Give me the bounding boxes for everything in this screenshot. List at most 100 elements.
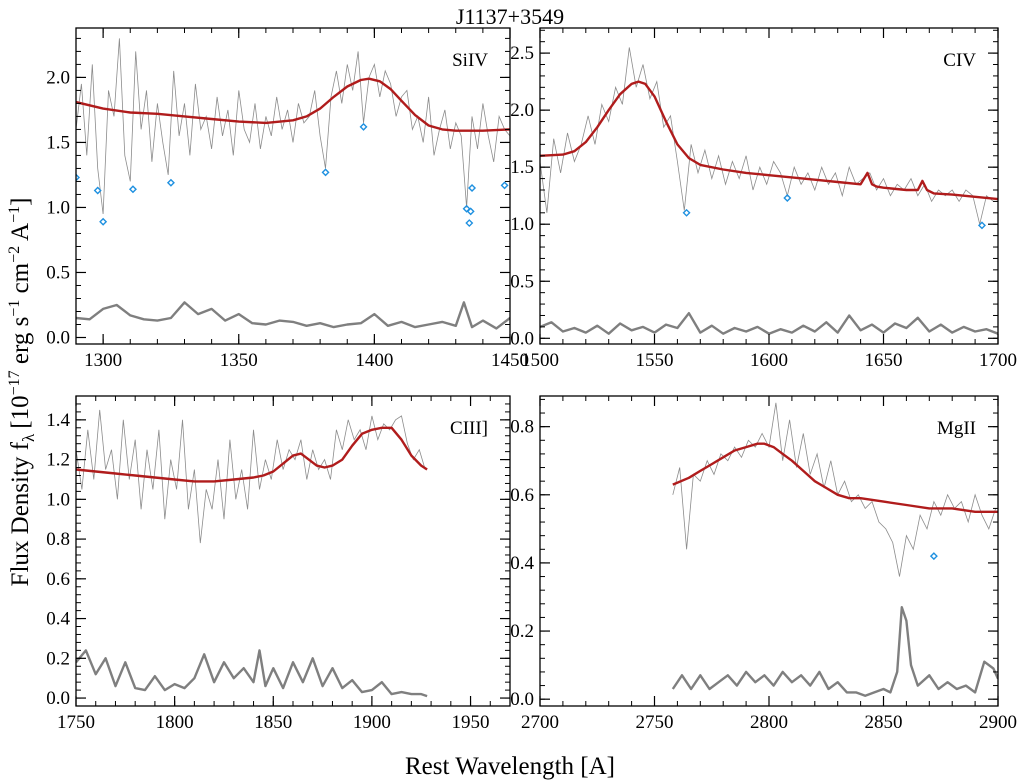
x-tick-label: 1850	[254, 712, 292, 733]
y-axis-title-exp4: −1	[6, 206, 23, 223]
masked-point	[359, 122, 368, 131]
panel-siiv: 1300 1350 1400 1450 0.0 0.5 1.0 1.5 2.0 SiIV	[46, 27, 529, 371]
y-axis-title-sub: λ	[19, 433, 38, 442]
y-tick-label: 0.0	[46, 327, 70, 348]
masked-point	[783, 193, 792, 202]
y-tick-label: 0.6	[46, 569, 70, 590]
panel-frame	[539, 395, 999, 707]
y-tick-label: 0.0	[46, 688, 70, 709]
y-tick-label: 0.8	[510, 417, 534, 438]
spectrum-line	[76, 409, 426, 544]
x-tick-label: 1400	[355, 350, 393, 371]
masked-point	[76, 173, 80, 182]
panel-line-label: SiIV	[452, 50, 488, 71]
x-tick-label: 1500	[521, 350, 559, 371]
y-tick-label: 1.0	[46, 197, 70, 218]
y-tick-label: 1.5	[510, 157, 534, 178]
y-tick-label: 2.0	[510, 100, 534, 121]
y-tick-label: 0.5	[510, 271, 534, 292]
panel-civ: 1500 1550 1600 1650 1700 0.0 0.5 1.0 1.5 2.0 2.5 CI…	[510, 27, 1017, 371]
masked-point	[93, 186, 102, 195]
x-axis-title: Rest Wavelength [A]	[405, 753, 615, 780]
panel-frame	[75, 27, 511, 345]
error-line	[671, 606, 998, 697]
y-tick-label: 0.6	[510, 485, 534, 506]
x-tick-label: 1700	[979, 350, 1017, 371]
x-tick-label: 1900	[353, 712, 391, 733]
masked-point	[466, 207, 475, 216]
panel-line-label: CIII]	[450, 418, 488, 439]
x-tick-label: 2850	[865, 712, 903, 733]
masked-point	[977, 221, 986, 230]
panel-line-label: MgII	[937, 418, 976, 439]
x-tick-label: 1750	[57, 712, 95, 733]
y-axis-title-unit3: cm	[7, 262, 34, 299]
masked-point	[166, 178, 175, 187]
model-line	[672, 442, 998, 513]
error-line	[76, 301, 510, 330]
plot-area	[671, 402, 998, 697]
x-tick-label: 1450	[491, 350, 529, 371]
y-axis-title-exp1: −17	[6, 370, 23, 395]
y-tick-label: 2.5	[510, 43, 534, 64]
error-line	[540, 312, 998, 335]
y-tick-label: 1.0	[46, 489, 70, 510]
y-tick-label: 1.0	[510, 214, 534, 235]
panel-frame	[75, 395, 511, 707]
y-tick-label: 1.5	[46, 132, 70, 153]
masked-point	[682, 208, 691, 217]
masked-point	[128, 185, 137, 194]
x-tick-label: 2750	[636, 712, 674, 733]
y-tick-label: 2.0	[46, 67, 70, 88]
plot-area	[76, 409, 428, 698]
y-axis-title: Flux Density fλ[10−17 erg s−1 cm−2 A−1]	[6, 198, 38, 587]
spectrum-line	[540, 47, 998, 225]
x-tick-label: 2900	[979, 712, 1017, 733]
x-tick-label: 1300	[84, 350, 122, 371]
model-line	[76, 77, 510, 132]
model-line	[540, 80, 998, 201]
panel-mgii: 2700 2750 2800 2850 2900 0.0 0.2 0.4 0.6 0.8 MgII	[510, 395, 1017, 733]
y-tick-label: 0.0	[510, 328, 534, 349]
error-line	[76, 649, 428, 698]
y-tick-label: 1.2	[46, 450, 70, 471]
panel-frame	[539, 27, 999, 345]
y-tick-label: 0.0	[510, 689, 534, 710]
x-tick-label: 1600	[750, 350, 788, 371]
y-axis-title-exp2: −1	[6, 300, 23, 317]
y-tick-label: 0.5	[46, 262, 70, 283]
y-tick-label: 0.4	[46, 609, 70, 630]
panel-ciii: 1750 1800 1850 1900 1950 0.0 0.2 0.4 0.6 0.8 1.0 1.…	[46, 395, 511, 733]
masked-point	[500, 181, 509, 190]
y-tick-label: 0.2	[46, 648, 70, 669]
x-tick-label: 1950	[452, 712, 490, 733]
y-tick-label: 0.4	[510, 553, 534, 574]
y-tick-label: 0.2	[510, 621, 534, 642]
masked-point	[462, 204, 471, 213]
x-tick-label: 2700	[521, 712, 559, 733]
x-tick-label: 2800	[750, 712, 788, 733]
x-tick-label: 1800	[156, 712, 194, 733]
panel-line-label: CIV	[943, 50, 976, 71]
spectrum-line	[76, 38, 510, 215]
x-tick-label: 1550	[636, 350, 674, 371]
y-axis-title-exp3: −2	[6, 246, 23, 263]
plot-area	[76, 38, 510, 330]
y-tick-label: 1.4	[46, 410, 70, 431]
masked-point	[465, 219, 474, 228]
y-tick-label: 0.8	[46, 529, 70, 550]
y-axis-title-unit4: A	[7, 223, 34, 246]
plot-area	[540, 47, 998, 335]
masked-point	[929, 552, 938, 561]
y-axis-title-unit: [10	[7, 395, 34, 428]
masked-point	[321, 168, 330, 177]
y-axis-title-close: ]	[7, 198, 34, 206]
y-axis-title-unit2: erg s	[7, 317, 34, 371]
x-tick-label: 1650	[865, 350, 903, 371]
x-tick-label: 1350	[220, 350, 258, 371]
model-line	[76, 426, 428, 483]
y-axis-title-main: Flux Density f	[7, 441, 34, 586]
masked-point	[468, 183, 477, 192]
masked-point	[99, 217, 108, 226]
figure-title: J1137+3549	[456, 4, 564, 29]
